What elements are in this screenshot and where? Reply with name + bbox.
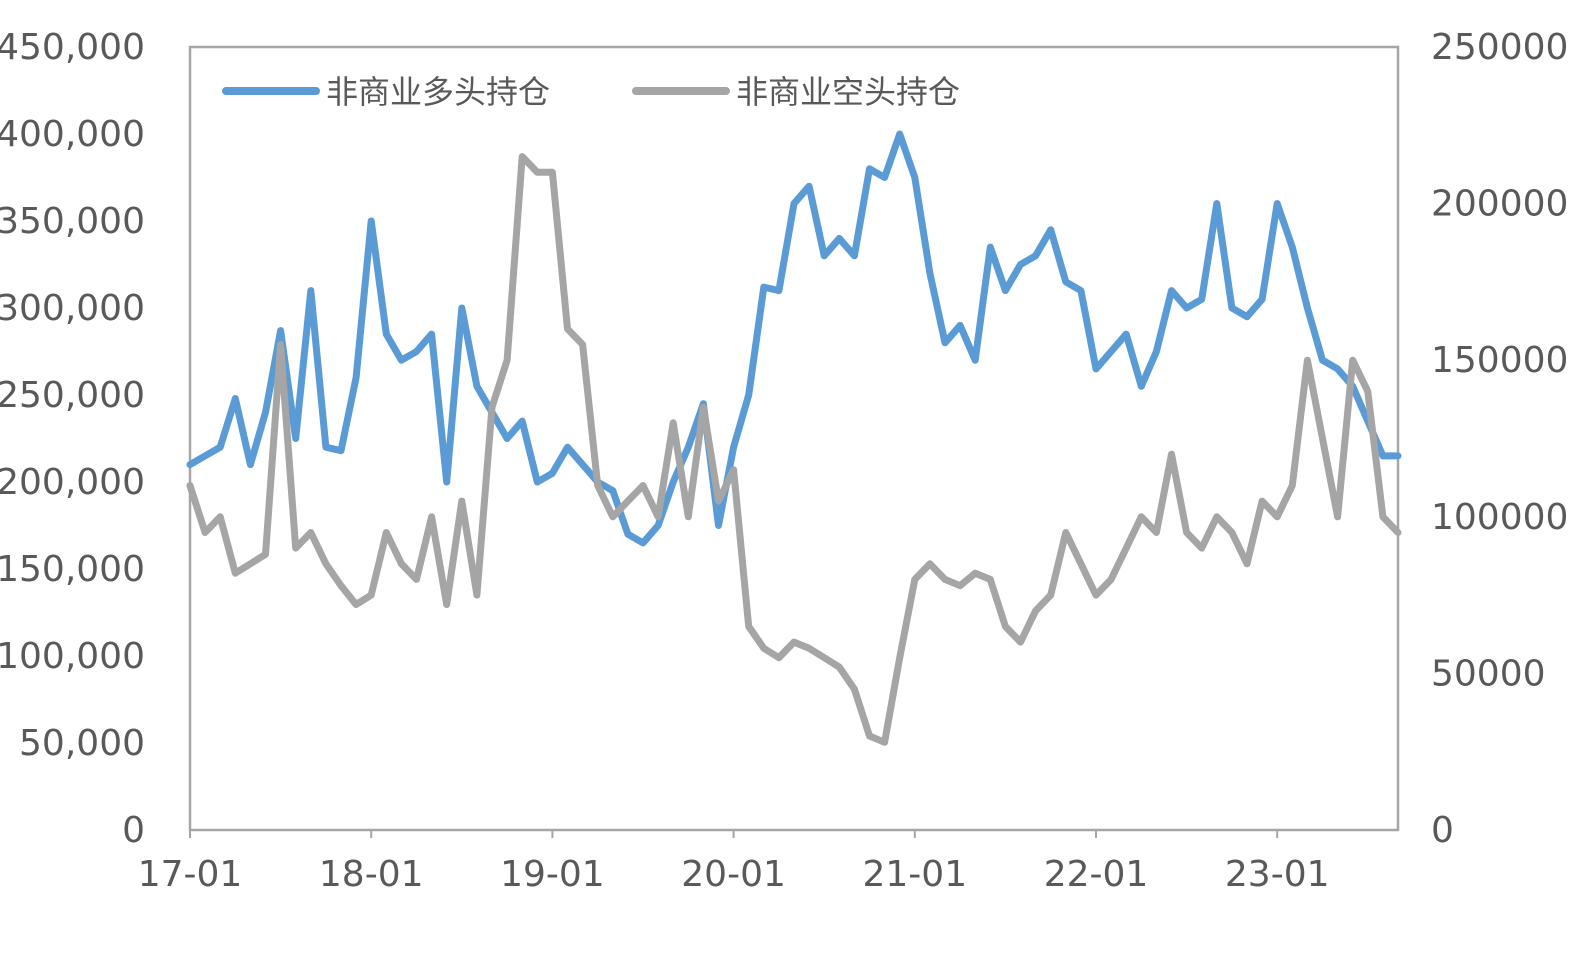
right-tick-label: 0 (1431, 810, 1454, 851)
legend: 非商业多头持仓 非商业空头持仓 (222, 73, 960, 111)
left-tick-label: 300,000 (0, 288, 145, 329)
right-tick-label: 250000 (1431, 27, 1568, 68)
x-tick-label: 18-01 (319, 854, 424, 895)
x-tick-label: 17-01 (138, 854, 243, 895)
left-tick-label: 50,000 (19, 723, 145, 764)
series-layer (186, 130, 1402, 746)
right-tick-label: 200000 (1431, 184, 1568, 225)
left-axis-ticks: 0 50,000 100,000 150,000 200,000 250,000 300,0… (0, 27, 145, 851)
series-line-long (186, 130, 1402, 547)
plot-area (188, 45, 1400, 832)
x-axis-ticks: 17-01 18-01 19-01 20-01 21-01 22-01 23-01 (138, 830, 1330, 895)
left-tick-label: 350,000 (0, 201, 145, 242)
x-tick-label: 22-01 (1044, 854, 1149, 895)
legend-label: 非商业空头持仓 (736, 73, 960, 111)
x-tick-label: 19-01 (500, 854, 605, 895)
left-tick-label: 400,000 (0, 114, 145, 155)
right-tick-label: 50000 (1431, 653, 1546, 694)
left-tick-label: 0 (122, 810, 145, 851)
left-tick-label: 250,000 (0, 375, 145, 416)
legend-label: 非商业多头持仓 (326, 73, 550, 111)
x-tick-label: 21-01 (862, 854, 967, 895)
left-tick-label: 150,000 (0, 549, 145, 590)
right-axis-ticks: 0 50000 100000 150000 200000 250000 (1431, 27, 1568, 851)
x-tick-label: 23-01 (1225, 854, 1330, 895)
x-tick-label: 20-01 (681, 854, 786, 895)
series-line-short (186, 153, 1402, 746)
right-tick-label: 100000 (1431, 497, 1568, 538)
right-tick-label: 150000 (1431, 340, 1568, 381)
left-tick-label: 100,000 (0, 636, 145, 677)
left-tick-label: 450,000 (0, 27, 145, 68)
left-tick-label: 200,000 (0, 462, 145, 503)
